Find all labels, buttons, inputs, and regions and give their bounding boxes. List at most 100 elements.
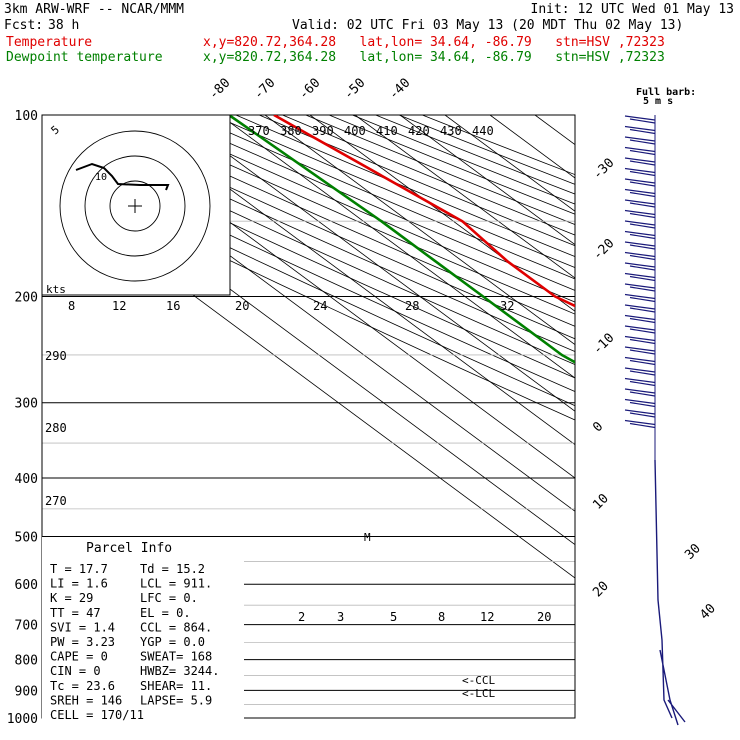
pressure-label: 800 — [15, 654, 38, 669]
parcel-value-left: PW = 3.23 — [50, 635, 115, 649]
wind-barb — [624, 220, 656, 229]
dry-adiabat — [328, 115, 575, 215]
mixing-ratio-label: 20 — [235, 299, 249, 313]
mixing-ratio-label: 16 — [166, 299, 180, 313]
valid-time: Valid: 02 UTC Fri 03 May 13 (20 MDT Thu … — [292, 18, 684, 33]
wind-barb — [624, 209, 656, 219]
parcel-info: T = 17.7 Td = 15.2 LI = 1.6 LCL = 911. K = 2… — [50, 562, 219, 722]
wind-barb — [624, 398, 656, 408]
legend-temperature-info: x,y=820.72,364.28 lat,lon= 34.64, -86.79… — [203, 35, 665, 50]
forecast-label: Fcst: — [4, 18, 44, 33]
lcl-marker: <-LCL — [462, 687, 495, 700]
wind-barb — [624, 293, 656, 303]
parcel-value-right: LFC = 0. — [140, 591, 198, 605]
mixing-ratio-label: 8 — [68, 299, 75, 313]
wind-barb — [624, 314, 656, 324]
isotherm-label: -70 — [251, 76, 278, 103]
dewpoint-line — [228, 115, 575, 364]
theta-label: 430 — [440, 124, 462, 138]
mixing-ratio-label: 12 — [480, 610, 494, 624]
mixing-ratio-label: 20 — [537, 610, 551, 624]
legend-dewpoint-info: x,y=820.72,364.28 lat,lon= 34.64, -86.79… — [203, 50, 665, 65]
parcel-value-left: TT = 47 — [50, 606, 101, 620]
theta-label: 380 — [280, 124, 302, 138]
theta-label: 280 — [45, 421, 67, 435]
forecast-hour: 38 h — [48, 18, 80, 33]
mixing-ratio-label: 2 — [298, 610, 305, 624]
wind-barb — [624, 125, 656, 135]
parcel-value-left: CAPE = 0 — [50, 650, 108, 664]
parcel-value-right: LCL = 911. — [140, 577, 212, 591]
parcel-value-right: CCL = 864. — [140, 620, 212, 634]
barb-legend-line1: Full barb: — [636, 87, 696, 98]
isotherm-line — [399, 115, 575, 246]
isotherm-label: -10 — [590, 331, 617, 358]
theta-label: 440 — [472, 124, 494, 138]
parcel-value-left: CELL = 170/11 — [50, 708, 144, 722]
pressure-label: 100 — [15, 109, 38, 124]
wind-barb — [624, 188, 656, 198]
wind-barb — [624, 115, 656, 124]
parcel-value-left: SVI = 1.4 — [50, 620, 115, 634]
theta-label: 270 — [45, 494, 67, 508]
isotherm-label: -40 — [386, 76, 413, 103]
pressure-label: 900 — [15, 684, 38, 699]
wind-barbs — [624, 115, 686, 726]
isotherm-line — [444, 115, 575, 212]
mixing-ratio-label: 5 — [390, 610, 397, 624]
model-title: 3km ARW-WRF -- NCAR/MMM — [4, 2, 185, 17]
dry-adiabat — [375, 115, 575, 195]
theta-label: 290 — [45, 349, 67, 363]
wind-barb — [624, 419, 656, 429]
isotherm-label: 0 — [590, 419, 606, 435]
wind-barb — [624, 388, 656, 397]
wind-barb — [624, 167, 656, 177]
wind-barb — [624, 230, 656, 240]
wind-barb — [624, 146, 656, 156]
legend-temperature-label: Temperature — [6, 35, 93, 50]
isotherm-line — [219, 115, 575, 379]
pressure-label: 200 — [15, 291, 38, 306]
wind-barb — [624, 325, 656, 334]
parcel-value-left: CIN = 0 — [50, 664, 101, 678]
parcel-value-right: SHEAR= 11. — [140, 679, 212, 693]
mixing-ratio-label: 24 — [313, 299, 327, 313]
isotherm-label: 20 — [590, 579, 612, 601]
hodograph-ring — [109, 180, 161, 232]
hodograph-ring — [59, 130, 211, 282]
wind-barb — [624, 262, 656, 271]
isotherm-line — [670, 115, 740, 718]
theta-label: 400 — [344, 124, 366, 138]
legend-dewpoint-label: Dewpoint temperature — [6, 50, 163, 65]
isotherm-line — [715, 115, 740, 718]
pressure-label: 300 — [15, 397, 38, 412]
isotherm-label: -50 — [341, 76, 368, 103]
parcel-value-right: HWBZ= 3244. — [140, 664, 219, 678]
pressure-label: 1000 — [7, 712, 38, 727]
wind-barb — [624, 157, 656, 166]
wind-barb — [624, 283, 656, 292]
dry-adiabat — [422, 115, 575, 176]
parcel-value-right: YGP = 0.0 — [140, 635, 205, 649]
mark-m: M — [364, 531, 371, 544]
isotherm-label: -20 — [590, 236, 617, 263]
dry-adiabat — [352, 115, 575, 205]
parcel-value-right: EL = 0. — [140, 606, 191, 620]
barb-legend-line2: 5 m s — [643, 96, 673, 107]
isotherm-label: -30 — [590, 156, 617, 183]
wind-barb — [624, 356, 656, 366]
parcel-value-right: LAPSE= 5.9 — [140, 693, 212, 707]
mixing-ratio-label: 28 — [405, 299, 419, 313]
wind-barb — [624, 335, 656, 345]
isotherm-line — [534, 115, 575, 146]
isotherm-label: 40 — [697, 601, 719, 623]
init-time: Init: 12 UTC Wed 01 May 13 — [530, 2, 735, 17]
parcel-value-right: SWEAT= 168 — [140, 650, 212, 664]
wind-barb — [624, 241, 656, 250]
temperature-line — [273, 115, 575, 308]
isotherm-label: 30 — [682, 541, 704, 563]
hodograph-units: kts — [46, 283, 66, 296]
theta-label: 420 — [408, 124, 430, 138]
